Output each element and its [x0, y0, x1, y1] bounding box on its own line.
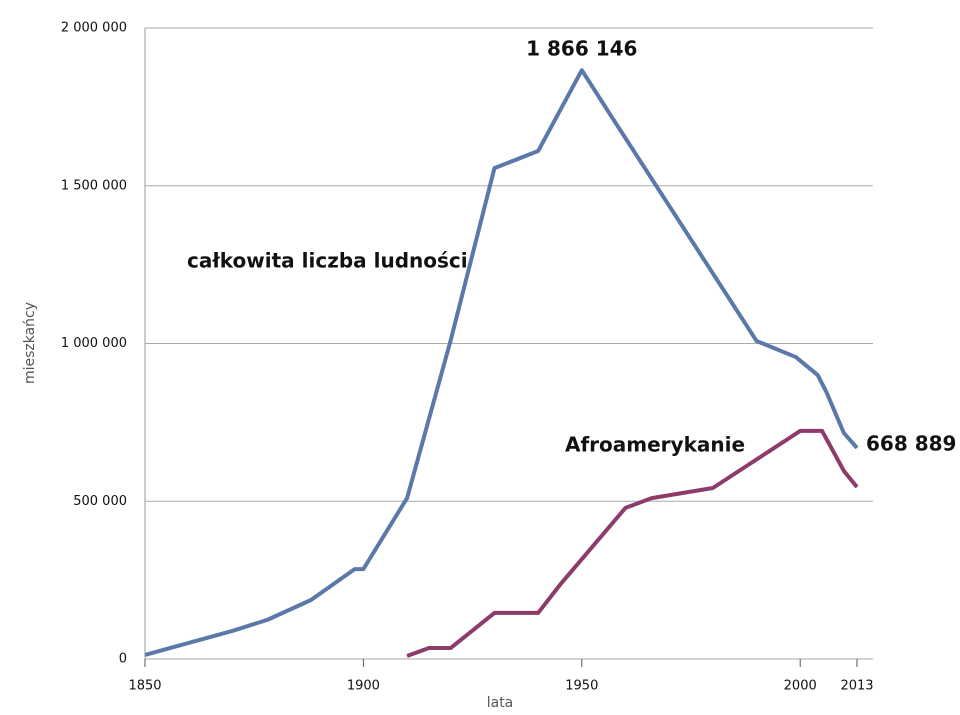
- y-tick-label: 2 000 000: [61, 21, 127, 36]
- y-axis-label: mieszkańcy: [22, 302, 38, 384]
- x-tick-label: 1950: [565, 679, 598, 694]
- x-tick-label: 1900: [347, 679, 380, 694]
- y-tick-label: 0: [119, 652, 127, 667]
- series-line: [406, 428, 859, 658]
- series-name: Afroamerykanie: [565, 433, 745, 457]
- x-tick-label: 1850: [128, 679, 161, 694]
- series-name: całkowita liczba ludności: [187, 249, 468, 273]
- y-tick-label: 1 500 000: [61, 178, 127, 193]
- x-axis-label: lata: [487, 695, 514, 711]
- value-label: 1 866 146: [526, 37, 637, 61]
- x-tick-label: 2013: [840, 679, 873, 694]
- y-tick-label: 1 000 000: [61, 336, 127, 351]
- x-tick-label: 2000: [784, 679, 817, 694]
- series-line: [144, 68, 859, 657]
- value-label: 668 889: [866, 431, 956, 455]
- y-tick-label: 500 000: [73, 494, 127, 509]
